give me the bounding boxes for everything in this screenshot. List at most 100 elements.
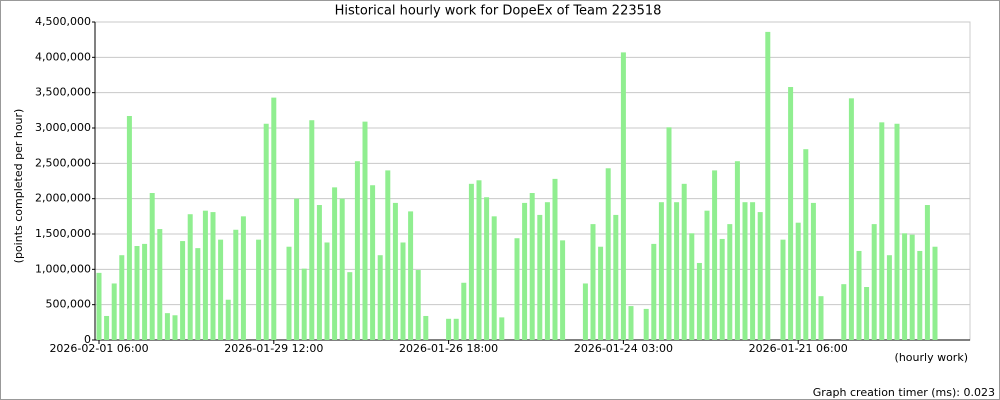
bar (537, 214, 543, 340)
bar (780, 239, 786, 340)
bar (917, 250, 923, 340)
bar (886, 255, 892, 340)
bar (400, 242, 406, 340)
bar (240, 216, 246, 340)
bar (734, 161, 740, 340)
bar (848, 98, 854, 340)
bar (544, 202, 550, 340)
bar (605, 168, 611, 340)
bar (172, 315, 178, 340)
bar (598, 246, 604, 340)
bar (590, 224, 596, 340)
bar (620, 52, 626, 341)
bar (134, 246, 140, 340)
bar (263, 123, 269, 340)
bar (499, 317, 505, 340)
bar (461, 282, 467, 340)
bar (415, 270, 421, 340)
bar (909, 234, 915, 340)
bar (681, 183, 687, 340)
bar (339, 198, 345, 340)
y-tick-label: 2,500,000 (35, 156, 91, 169)
chart-title: Historical hourly work for DopeEx of Tea… (335, 4, 662, 19)
y-axis-label: (points completed per hour) (12, 109, 25, 264)
bar (765, 31, 771, 340)
y-tick-label: 0 (84, 333, 91, 346)
y-tick-label: 3,500,000 (35, 86, 91, 99)
bar (719, 238, 725, 340)
bar (810, 202, 816, 340)
bar (195, 248, 201, 340)
bar (180, 241, 186, 340)
bar (354, 161, 360, 340)
y-tick-label: 2,000,000 (35, 192, 91, 205)
footer: Graph creation timer (ms): 0.023 (813, 386, 995, 399)
bar (514, 238, 520, 340)
bar (894, 123, 900, 340)
bar (294, 198, 300, 340)
bar (423, 315, 429, 340)
bar (408, 211, 414, 340)
bar (347, 272, 353, 340)
bar (696, 262, 702, 340)
bar (468, 183, 474, 340)
bar (476, 180, 482, 340)
bar (210, 212, 216, 340)
bar (453, 318, 459, 340)
bar (529, 193, 535, 340)
x-tick-label: 2026-01-26 18:00 (399, 342, 498, 355)
bar (126, 115, 132, 340)
x-axis-label: (hourly work) (895, 351, 968, 364)
bar (149, 193, 155, 340)
bar (385, 170, 391, 340)
bar (803, 149, 809, 340)
bar (392, 202, 398, 340)
bar (96, 272, 102, 340)
bar (111, 283, 117, 340)
y-tick-label: 1,000,000 (35, 262, 91, 275)
bar (370, 185, 376, 340)
bar (666, 127, 672, 340)
bar (202, 210, 208, 340)
bar (924, 205, 930, 340)
bar (628, 306, 634, 340)
bar (157, 229, 163, 340)
bar (104, 315, 110, 340)
x-tick-label: 2026-01-21 06:00 (749, 342, 848, 355)
bar (674, 202, 680, 340)
x-tick-label: 2026-01-29 12:00 (224, 342, 323, 355)
bar (841, 284, 847, 340)
bar (712, 170, 718, 340)
y-tick-label: 500,000 (46, 298, 92, 311)
bar (864, 287, 870, 340)
bar (119, 255, 125, 340)
bar (446, 318, 452, 340)
bar (651, 243, 657, 340)
bar (757, 212, 763, 340)
y-tick-label: 3,000,000 (35, 121, 91, 134)
bar (560, 240, 566, 340)
bar (879, 122, 885, 340)
bar (522, 202, 528, 340)
bar (218, 239, 224, 340)
bar (856, 250, 862, 340)
x-tick-label: 2026-01-24 03:00 (574, 342, 673, 355)
bar (704, 210, 710, 340)
bar (233, 229, 239, 340)
bar (742, 202, 748, 340)
bar (750, 202, 756, 340)
bar (377, 255, 383, 340)
bar (491, 216, 497, 340)
bar (643, 308, 649, 340)
bar (362, 121, 368, 340)
bar (316, 205, 322, 340)
bar (309, 120, 315, 340)
bar (795, 222, 801, 340)
bar (332, 187, 338, 340)
bar (727, 224, 733, 340)
bar (582, 283, 588, 340)
bar (187, 214, 193, 340)
bar (271, 97, 277, 340)
bar (902, 233, 908, 340)
